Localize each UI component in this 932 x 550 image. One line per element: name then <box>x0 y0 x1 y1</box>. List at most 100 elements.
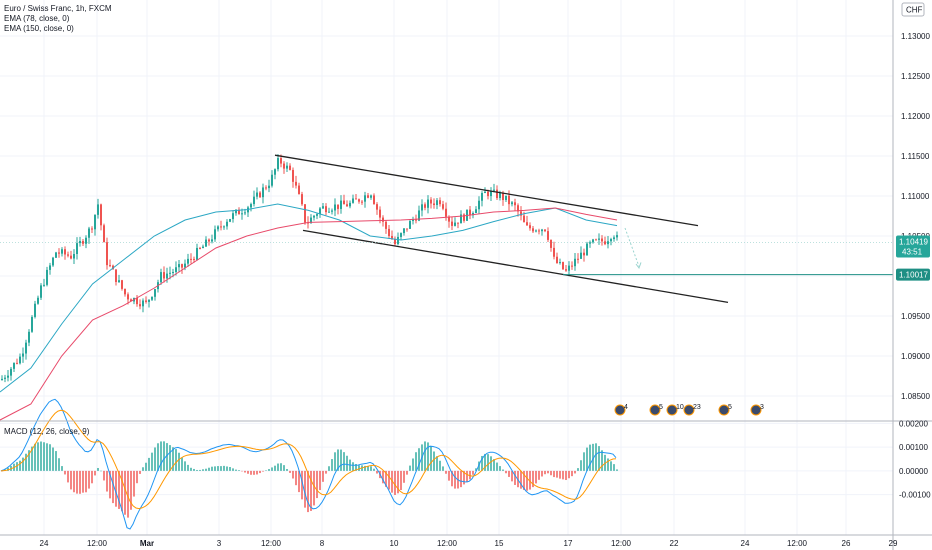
macd-histogram-bar <box>172 447 174 471</box>
candle-body <box>217 226 219 230</box>
candle-body <box>403 228 405 234</box>
macd-histogram-bar <box>403 470 405 483</box>
time-tick-label: 12:00 <box>611 539 632 548</box>
macd-histogram-bar <box>496 462 498 471</box>
macd-histogram-bar <box>331 459 333 471</box>
candle-body <box>226 221 228 227</box>
candle-body <box>271 174 273 186</box>
candle-body <box>430 199 432 204</box>
macd-histogram-bar <box>598 446 600 471</box>
macd-histogram-bar <box>514 470 516 485</box>
macd-histogram-bar <box>22 457 24 471</box>
price-tick-label: 1.13000 <box>901 32 930 41</box>
candle-body <box>451 221 453 226</box>
candle-body <box>91 228 93 230</box>
event-marker: 4 <box>614 404 628 416</box>
macd-histogram-bar <box>367 466 369 471</box>
macd-histogram-bar <box>82 470 84 493</box>
macd-histogram-bar <box>352 462 354 471</box>
macd-histogram-bar <box>196 469 198 471</box>
ema78-legend: EMA (78, close, 0) <box>4 14 70 23</box>
macd-histogram-bar <box>235 469 237 471</box>
candle-body <box>406 228 408 230</box>
macd-histogram-bar <box>583 452 585 471</box>
macd-histogram-bar <box>346 455 348 471</box>
candle-body <box>394 239 396 245</box>
event-count: 23 <box>693 404 701 411</box>
drawings[interactable]: 4 5 10 23 5 3 <box>0 154 893 416</box>
candle-body <box>607 241 609 245</box>
candle-body <box>559 262 561 264</box>
candle-body <box>412 219 414 222</box>
time-tick-label: 12:00 <box>787 539 808 548</box>
candle-body <box>208 239 210 242</box>
candle-body <box>334 204 336 211</box>
macd-histogram-bar <box>397 470 399 494</box>
macd-histogram-bar <box>580 460 582 471</box>
candle-body <box>31 316 33 332</box>
macd-histogram-bar <box>544 470 546 475</box>
candle-body <box>379 209 381 218</box>
candle-body <box>445 208 447 217</box>
candle-body <box>574 258 576 267</box>
macd-histogram-bar <box>154 447 156 471</box>
projection-arrow <box>624 227 640 267</box>
macd-histogram-bar <box>469 470 471 480</box>
macd-histogram-bar <box>427 442 429 471</box>
candle-body <box>496 189 498 199</box>
macd-histogram-bar <box>148 457 150 471</box>
macd-histogram-bar <box>142 467 144 471</box>
macd-histogram-bar <box>73 470 75 493</box>
candle-body <box>169 272 171 274</box>
candle-body <box>154 289 156 297</box>
macd-histogram-bar <box>55 451 57 471</box>
candle-body <box>61 249 63 254</box>
macd-histogram-bar <box>94 470 96 476</box>
macd-histogram-bar <box>412 458 414 471</box>
macd-histogram-bar <box>190 467 192 471</box>
candle-body <box>424 204 426 208</box>
event-count: 5 <box>728 404 732 411</box>
event-marker: 10 <box>666 404 684 416</box>
time-tick-label: 17 <box>564 539 573 548</box>
macd-histogram-bar <box>490 456 492 471</box>
candle-body <box>487 191 489 197</box>
candle-body <box>577 258 579 260</box>
channel-lower-line <box>302 229 729 304</box>
candle-body <box>526 222 528 226</box>
candle-body <box>121 280 123 289</box>
macd-histogram-bar <box>145 462 147 471</box>
macd-histogram-bar <box>547 470 549 474</box>
macd-histogram-bar <box>118 470 120 509</box>
candle-body <box>304 204 306 223</box>
macd-histogram-bar <box>181 457 183 471</box>
time-tick-label: 12:00 <box>261 539 282 548</box>
candle-body <box>250 204 252 208</box>
macd-pane[interactable] <box>0 398 618 530</box>
price-tick-label: 1.08500 <box>901 392 930 401</box>
candle-body <box>400 233 402 237</box>
macd-histogram-bar <box>106 470 108 492</box>
time-tick-label: 8 <box>320 539 325 548</box>
event-count: 5 <box>659 404 663 411</box>
candle-body <box>40 285 42 298</box>
macd-histogram-bar <box>502 469 504 471</box>
macd-histogram-bar <box>616 469 618 471</box>
event-icon <box>649 404 661 416</box>
candle-body <box>322 206 324 209</box>
ema150-line <box>0 207 618 421</box>
current-price-badge-bg <box>896 235 930 258</box>
symbol-legend[interactable]: Euro / Swiss Franc, 1h, FXCM EMA (78, cl… <box>4 4 112 34</box>
macd-histogram-bar <box>472 470 474 475</box>
price-pane[interactable] <box>0 154 618 421</box>
candle-body <box>28 331 30 343</box>
currency-button[interactable]: CHF <box>901 2 925 17</box>
macd-histogram-bar <box>418 448 420 471</box>
macd-tick-label: 0.00100 <box>899 443 928 452</box>
candle-body <box>178 264 180 268</box>
macd-histogram-bar <box>400 470 402 491</box>
candle-body <box>268 185 270 189</box>
macd-histogram-bar <box>475 468 477 471</box>
macd-histogram-bar <box>205 468 207 471</box>
